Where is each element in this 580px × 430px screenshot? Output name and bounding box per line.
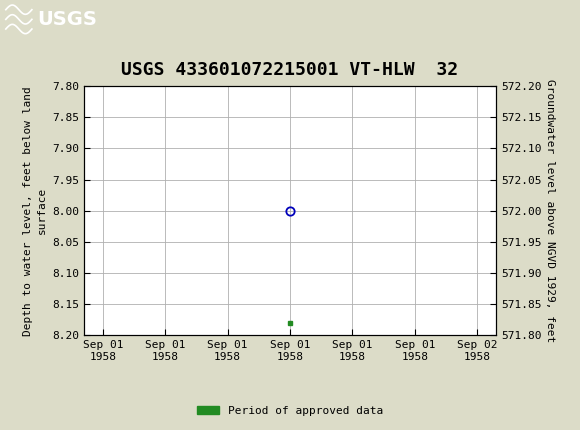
Y-axis label: Depth to water level, feet below land
surface: Depth to water level, feet below land su… [23, 86, 46, 335]
Title: USGS 433601072215001 VT-HLW  32: USGS 433601072215001 VT-HLW 32 [121, 61, 459, 79]
Y-axis label: Groundwater level above NGVD 1929, feet: Groundwater level above NGVD 1929, feet [545, 79, 555, 342]
Text: USGS: USGS [38, 10, 97, 29]
Legend: Period of approved data: Period of approved data [193, 401, 387, 420]
